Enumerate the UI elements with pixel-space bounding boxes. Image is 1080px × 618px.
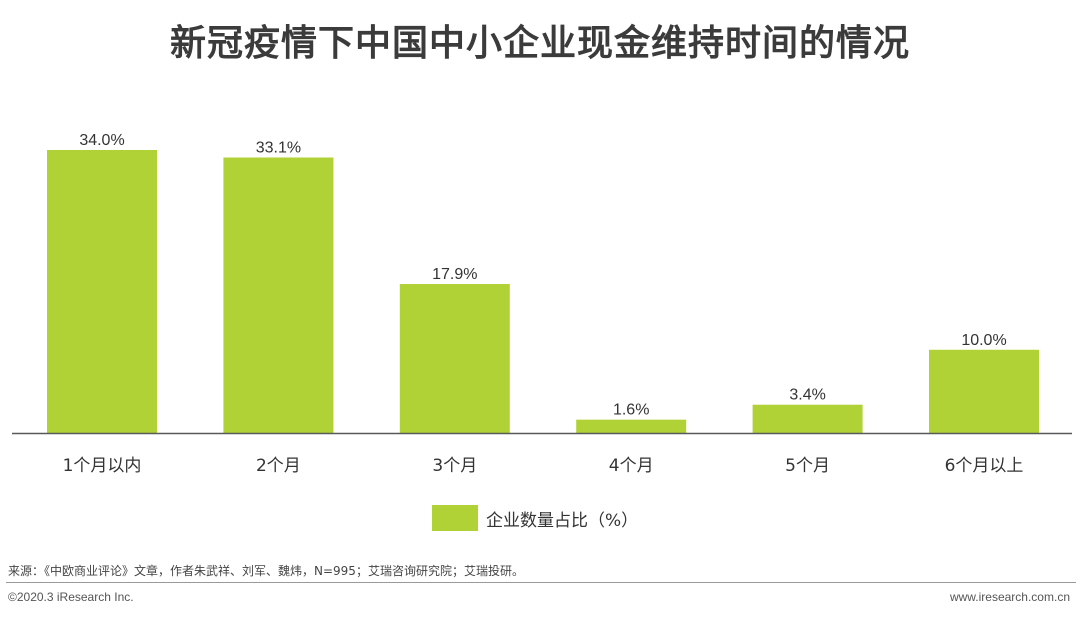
data-label-5: 3.4% — [789, 387, 825, 404]
source-note: 来源：《中欧商业评论》文章，作者朱武祥、刘军、魏炜，N=995；艾瑞咨询研究院；… — [8, 564, 524, 578]
bar-3 — [399, 284, 510, 433]
category-label-6: 6个月以上 — [945, 456, 1024, 476]
chart-title: 新冠疫情下中国中小企业现金维持时间的情况 — [169, 23, 910, 64]
category-label-2: 2个月 — [256, 456, 301, 476]
bar-2 — [223, 157, 334, 433]
legend: 企业数量占比（%） — [432, 504, 638, 532]
website-link: www.iresearch.com.cn — [949, 590, 1070, 604]
category-label-4: 4个月 — [609, 456, 654, 476]
bar-chart: 34.0% 1个月以内 33.1% 2个月 17.9% 3个月 1.6% 4个月 3.4% 5个月… — [12, 132, 1072, 476]
data-label-1: 34.0% — [79, 132, 124, 149]
bar-4 — [576, 419, 687, 433]
legend-swatch — [432, 505, 478, 531]
bar-5 — [752, 404, 863, 433]
data-label-4: 1.6% — [613, 402, 649, 419]
category-label-1: 1个月以内 — [63, 456, 142, 476]
copyright: ©2020.3 iResearch Inc. — [8, 590, 134, 604]
category-label-3: 3个月 — [432, 456, 477, 476]
bar-6 — [929, 349, 1039, 433]
bar-1 — [47, 150, 157, 433]
data-label-6: 10.0% — [961, 332, 1006, 349]
data-label-3: 17.9% — [432, 266, 477, 283]
legend-label: 企业数量占比（%） — [486, 510, 639, 531]
data-label-2: 33.1% — [256, 139, 301, 156]
category-label-5: 5个月 — [785, 456, 830, 476]
footer-divider — [6, 582, 1076, 583]
